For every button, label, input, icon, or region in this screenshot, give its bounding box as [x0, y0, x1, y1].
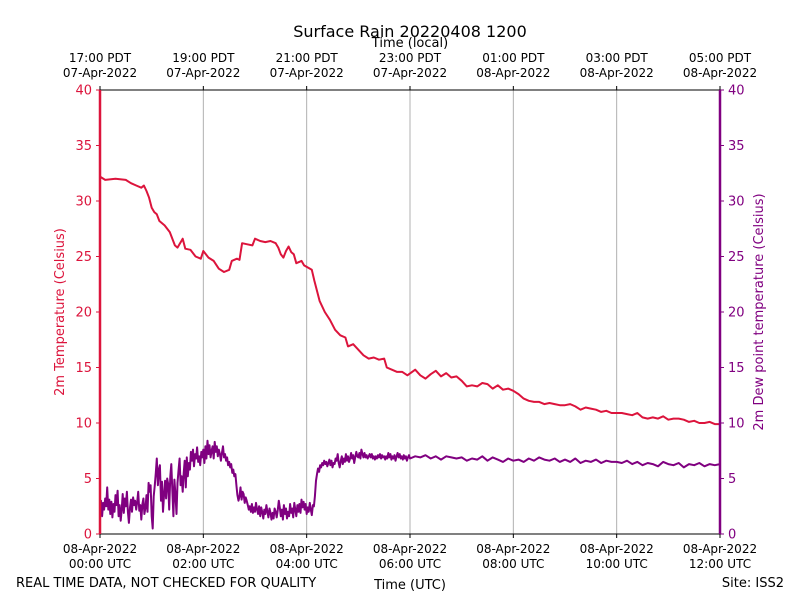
x-tick-date-4: 08-Apr-2022: [476, 542, 550, 556]
top-tick-date-5: 08-Apr-2022: [580, 66, 654, 80]
left-tick-label-0: 0: [84, 528, 92, 543]
x-tick-date-1: 08-Apr-2022: [166, 542, 240, 556]
left-tick-label-35: 35: [75, 139, 92, 154]
top-tick-date-6: 08-Apr-2022: [683, 66, 757, 80]
right-tick-label-25: 25: [728, 250, 745, 265]
x-tick-time-6: 12:00 UTC: [689, 557, 751, 571]
left-tick-label-15: 15: [75, 361, 92, 376]
right-tick-label-15: 15: [728, 361, 745, 376]
right-tick-label-0: 0: [728, 528, 736, 543]
x-tick-date-3: 08-Apr-2022: [373, 542, 447, 556]
right-tick-label-40: 40: [728, 84, 745, 99]
quality-disclaimer: REAL TIME DATA, NOT CHECKED FOR QUALITY: [16, 576, 316, 591]
right-tick-label-30: 30: [728, 195, 745, 210]
left-tick-label-10: 10: [75, 417, 92, 432]
y-axis-label-left: 2m Temperature (Celsius): [53, 228, 68, 396]
x-axis-label: Time (UTC): [373, 578, 446, 593]
left-tick-label-30: 30: [75, 195, 92, 210]
series-line-dew-point: [99, 439, 721, 530]
top-tick-time-6: 05:00 PDT: [689, 51, 752, 65]
series-line-temperature: [99, 175, 720, 426]
top-tick-date-4: 08-Apr-2022: [476, 66, 550, 80]
x-tick-time-5: 10:00 UTC: [586, 557, 648, 571]
chart-title: Surface Rain 20220408 1200: [293, 22, 527, 41]
top-tick-time-2: 21:00 PDT: [276, 51, 339, 65]
top-tick-date-0: 07-Apr-2022: [63, 66, 137, 80]
right-tick-label-35: 35: [728, 139, 745, 154]
right-tick-label-10: 10: [728, 417, 745, 432]
top-tick-date-3: 07-Apr-2022: [373, 66, 447, 80]
axis-ticks: 0 0 5 5 10 10 15 15 20 20 25 25 30 30 35 35 40 40 08-Apr-2…: [63, 51, 757, 571]
x-tick-time-3: 06:00 UTC: [379, 557, 441, 571]
site-label: Site: ISS2: [722, 576, 784, 591]
top-tick-time-1: 19:00 PDT: [172, 51, 235, 65]
x-tick-time-2: 04:00 UTC: [276, 557, 338, 571]
top-tick-time-3: 23:00 PDT: [379, 51, 442, 65]
y-axis-label-right: 2m Dew point temperature (Celsius): [752, 193, 767, 430]
top-tick-time-5: 03:00 PDT: [586, 51, 649, 65]
left-tick-label-20: 20: [75, 306, 92, 321]
x-tick-date-6: 08-Apr-2022: [683, 542, 757, 556]
x-tick-time-0: 00:00 UTC: [69, 557, 131, 571]
top-axis-label: Time (local): [371, 36, 448, 51]
x-tick-date-0: 08-Apr-2022: [63, 542, 137, 556]
left-tick-label-5: 5: [84, 472, 92, 487]
x-tick-time-1: 02:00 UTC: [172, 557, 234, 571]
top-tick-date-1: 07-Apr-2022: [166, 66, 240, 80]
right-tick-label-5: 5: [728, 472, 736, 487]
x-tick-date-2: 08-Apr-2022: [270, 542, 344, 556]
top-tick-time-0: 17:00 PDT: [69, 51, 132, 65]
left-tick-label-25: 25: [75, 250, 92, 265]
left-tick-label-40: 40: [75, 84, 92, 99]
top-tick-time-4: 01:00 PDT: [482, 51, 545, 65]
right-tick-label-20: 20: [728, 306, 745, 321]
grid-lines: [202, 90, 618, 534]
x-tick-date-5: 08-Apr-2022: [580, 542, 654, 556]
series-lines: [99, 175, 721, 530]
top-tick-date-2: 07-Apr-2022: [270, 66, 344, 80]
x-tick-time-4: 08:00 UTC: [482, 557, 544, 571]
